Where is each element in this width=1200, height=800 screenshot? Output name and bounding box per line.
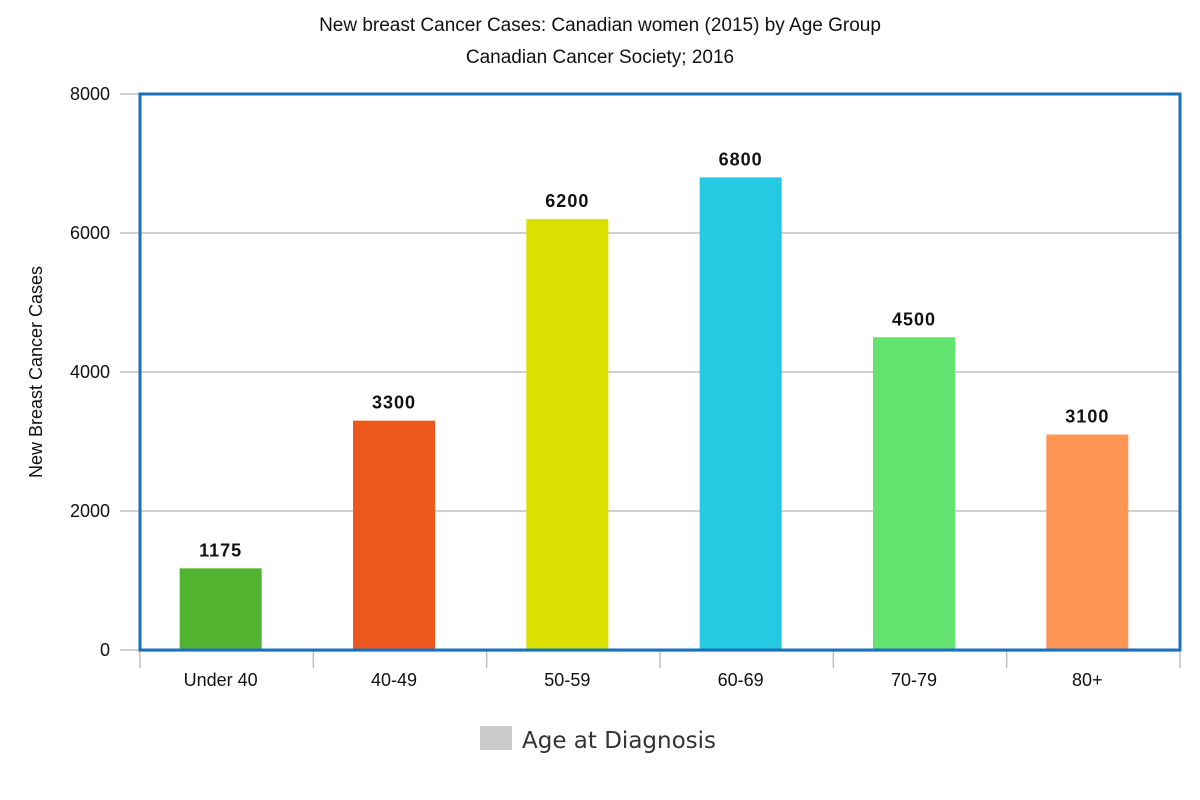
x-tick-label: 50-59	[544, 670, 590, 690]
y-axis-label: New Breast Cancer Cases	[26, 266, 46, 478]
x-tick-label: 40-49	[371, 670, 417, 690]
data-label: 1175	[199, 540, 242, 560]
y-tick-label: 2000	[70, 501, 110, 521]
bar	[353, 420, 435, 650]
bar	[526, 219, 609, 650]
y-tick-label: 8000	[70, 84, 110, 104]
x-tick-label: 60-69	[718, 670, 764, 690]
y-tick-label: 6000	[70, 223, 110, 243]
data-label: 6200	[545, 191, 589, 211]
bar	[179, 568, 262, 650]
bar	[873, 337, 955, 650]
data-label: 3300	[372, 393, 416, 413]
bar	[699, 177, 782, 650]
plot-frame	[138, 92, 1182, 652]
data-label: 3100	[1065, 407, 1109, 427]
x-tick-label: 70-79	[891, 670, 937, 690]
legend-swatch	[480, 726, 512, 750]
data-label: 4500	[892, 309, 936, 329]
data-label: 6800	[719, 149, 763, 169]
x-tick-label: 80+	[1072, 670, 1103, 690]
bar	[1046, 434, 1129, 650]
y-tick-label: 0	[100, 640, 110, 660]
chart-title: New breast Cancer Cases: Canadian women …	[319, 15, 881, 36]
chart-subtitle: Canadian Cancer Society; 2016	[465, 47, 735, 68]
x-tick-label: Under 40	[184, 670, 258, 690]
y-tick-label: 4000	[70, 362, 110, 382]
legend-label: Age at Diagnosis	[522, 728, 716, 754]
